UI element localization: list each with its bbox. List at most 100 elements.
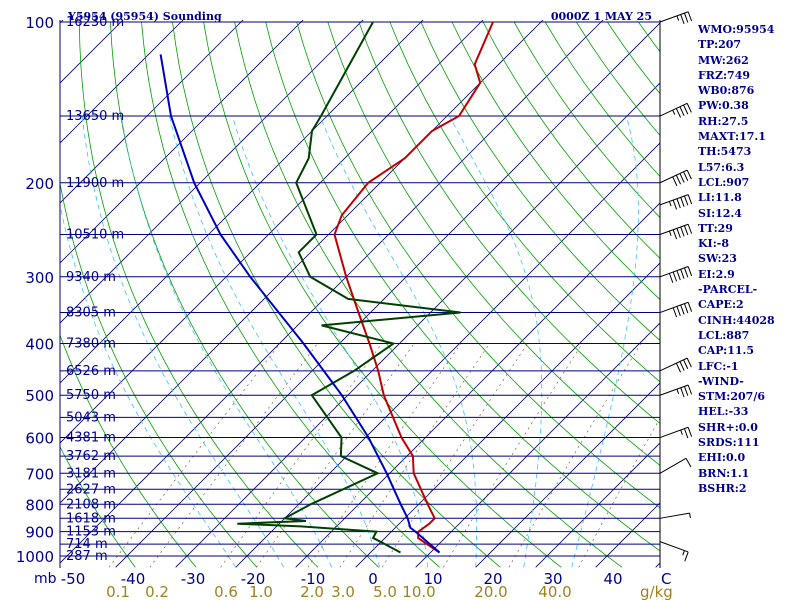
index-item: -WIND- [698, 374, 744, 388]
wind-barb [659, 169, 692, 187]
mixing-ratio-label: 40.0 [538, 583, 571, 600]
index-item: STM:207/6 [698, 390, 765, 404]
temperature-tick-label: -20 [241, 570, 266, 588]
isotherm-line [60, 20, 604, 564]
dry-adiabat [482, 21, 660, 259]
pressure-unit-label: mb [34, 571, 57, 587]
dry-adiabat [265, 21, 660, 552]
mixing-ratio-label: 2.0 [300, 583, 324, 600]
isotherm-line [235, 142, 660, 568]
index-item: CAPE:2 [698, 298, 744, 312]
dry-adiabat [296, 21, 660, 509]
index-item: CAP:11.5 [698, 344, 755, 358]
index-item: FRZ:749 [698, 68, 751, 82]
height-label: 9340 m [66, 270, 116, 285]
mixing-ratio-line [578, 417, 660, 568]
index-item: SRDS:111 [698, 436, 760, 450]
isotherm-line [60, 20, 424, 384]
index-item: WB0:876 [698, 84, 755, 98]
plot-area [60, 20, 660, 568]
mixing-ratio-label: 3.0 [331, 583, 355, 600]
dry-adiabat [451, 21, 660, 300]
index-item: -PARCEL- [698, 283, 758, 297]
mixing-ratio-label: 10.0 [402, 583, 435, 600]
temperature-tick-label: 20 [483, 570, 502, 588]
mixing-ratio-line [108, 343, 281, 568]
temperature-tick-label: 40 [603, 570, 622, 588]
height-label: 287 m [66, 549, 108, 564]
height-label: 714 m [66, 537, 108, 552]
pressure-tick-label: 1000 [16, 548, 54, 566]
dry-adiabat [78, 21, 319, 568]
temperature-tick-label: 0 [368, 570, 378, 588]
mixing-ratio-label: 0.1 [106, 583, 130, 600]
mixing-ratio-label: 0.2 [145, 583, 169, 600]
pressure-tick-label: 600 [25, 430, 54, 448]
mixing-ratio-line [339, 343, 490, 568]
dry-adiabat [358, 21, 660, 424]
isotherm-line [475, 382, 660, 568]
index-item: RH:27.5 [698, 114, 749, 128]
temperature-tick-label: 10 [423, 570, 442, 588]
isotherm-line [60, 20, 364, 324]
pressure-tick-label: 200 [25, 175, 54, 193]
height-label: 2627 m [66, 482, 116, 497]
wind-barb [659, 102, 692, 118]
temperature-tick-label: -10 [301, 570, 326, 588]
index-item: TT:29 [698, 221, 733, 235]
pressure-tick-label: 800 [25, 496, 54, 514]
isotherm-line [60, 20, 244, 204]
pressure-tick-label: 300 [25, 269, 54, 287]
height-label: 4381 m [66, 431, 116, 446]
index-item: MAXT:17.1 [698, 130, 766, 144]
wind-barb [659, 357, 692, 373]
height-label: 3181 m [66, 466, 116, 481]
height-label: 5750 m [66, 388, 116, 403]
mixing-ratio-unit-label: g/kg [640, 583, 673, 600]
index-item: LCL:907 [698, 175, 750, 189]
index-item: BRN:1.1 [698, 466, 750, 480]
mixing-ratio-line [256, 343, 415, 568]
pressure-tick-label: 900 [25, 524, 54, 542]
isotherm-line [535, 442, 660, 568]
isotherm-line [60, 20, 484, 444]
dry-adiabat [172, 21, 501, 568]
height-label: 16230 m [66, 15, 124, 30]
index-item: WMO:95954 [698, 23, 775, 36]
pressure-tick-label: 400 [25, 336, 54, 354]
index-item: EHI:0.0 [698, 451, 746, 465]
wind-barb [659, 426, 693, 439]
isobars: 16230 m 13650 m 11900 m 10510 m 9340 m 8305 m… [60, 15, 660, 564]
isotherm-line [60, 20, 304, 264]
index-item: LFC:-1 [698, 359, 739, 373]
mixing-ratio-line [149, 343, 318, 568]
index-item: LI:11.8 [698, 191, 742, 205]
stability-indices-panel: WMO:95954 TP:207 MW:262 FRZ:749 WB0:876 PW:0.… [698, 22, 798, 496]
isotherm-line [60, 20, 184, 144]
dry-adiabat [389, 21, 660, 383]
pressure-tick-label: 100 [25, 14, 54, 32]
wind-barb [659, 223, 693, 240]
mixing-ratio-label: 20.0 [474, 583, 507, 600]
index-item: KI:-8 [698, 237, 729, 251]
temperature-unit-label: C [661, 570, 671, 588]
temperature-tick-label: 30 [543, 570, 562, 588]
height-label: 3762 m [66, 449, 116, 464]
index-item: CINH:44028 [698, 313, 775, 327]
index-item: SW:23 [698, 252, 737, 266]
pressure-tick-label: 500 [25, 387, 54, 405]
index-item: SI:12.4 [698, 206, 742, 220]
dry-adiabat [327, 21, 660, 466]
height-label: 8305 m [66, 306, 116, 321]
index-item: PW:0.38 [698, 99, 749, 113]
isotherm-line [60, 20, 544, 504]
index-item: HEL:-33 [698, 405, 749, 419]
dry-adiabat [141, 21, 440, 568]
index-item: LCL:887 [698, 328, 750, 342]
chart-title: Y5954 (95954) Sounding [67, 10, 222, 23]
wind-barb [659, 512, 691, 519]
mixing-ratio-line [307, 343, 462, 568]
height-label: 1153 m [66, 525, 116, 540]
isotherm-line [115, 22, 660, 568]
